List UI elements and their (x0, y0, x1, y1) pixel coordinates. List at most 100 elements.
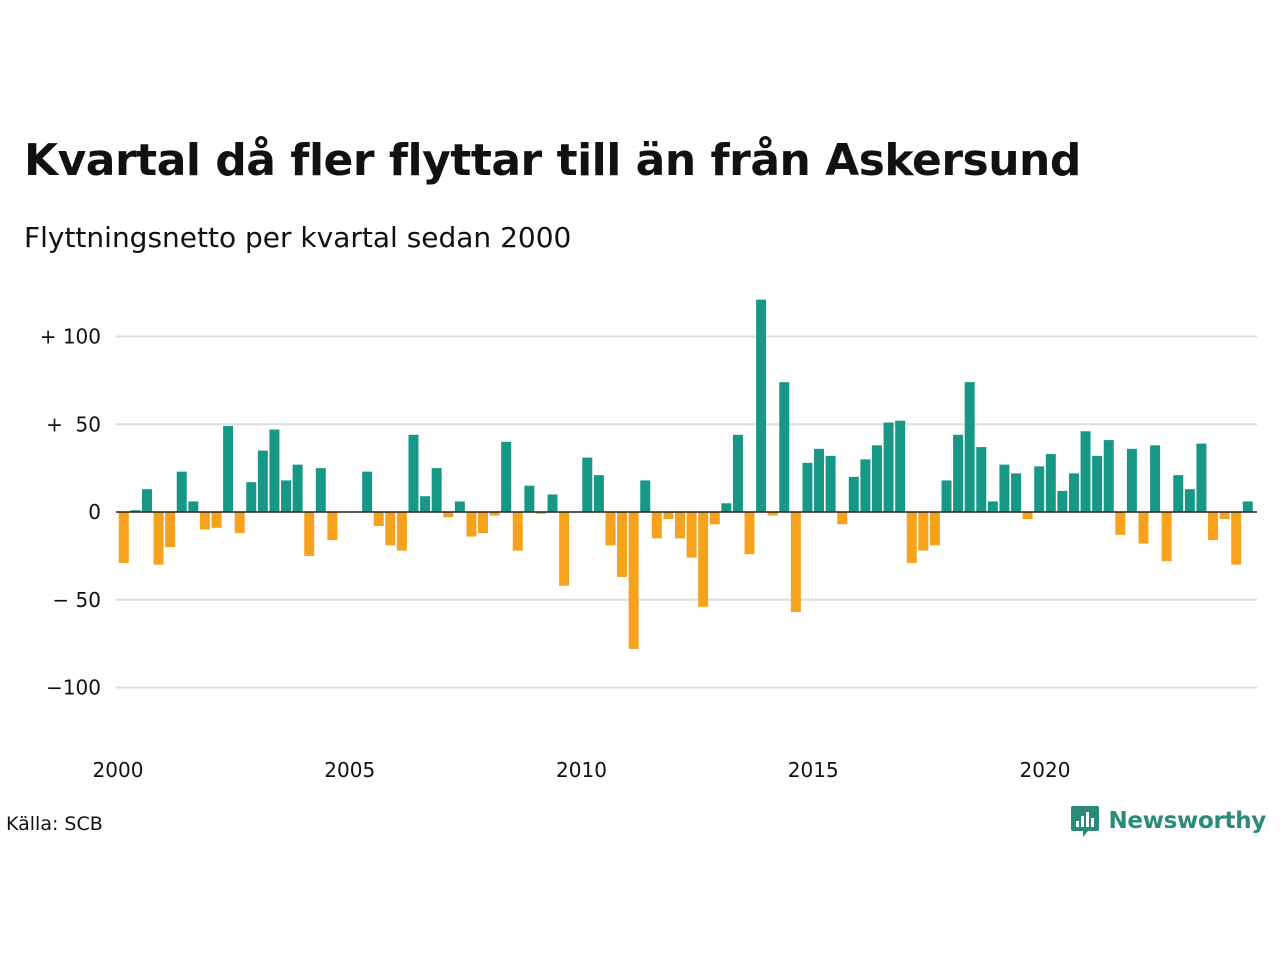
bar-2009Q1 (535, 512, 546, 514)
bar-2000Q1 (118, 512, 129, 563)
bar-2000Q2 (130, 510, 141, 512)
bar-2007Q4 (478, 512, 488, 534)
bar-2002Q3 (234, 512, 245, 534)
bar-2020Q1 (1045, 454, 1056, 512)
y-tick-label: 0 (88, 500, 101, 524)
bar-2006Q1 (396, 512, 407, 551)
bar-2014Q2 (779, 382, 790, 512)
bar-2008Q1 (489, 512, 500, 516)
bar-2012Q2 (686, 512, 697, 558)
bar-2001Q2 (176, 471, 187, 512)
bar-2013Q2 (732, 434, 743, 512)
bar-2016Q2 (871, 445, 882, 512)
bar-2007Q3 (466, 512, 477, 537)
bar-2003Q4 (292, 464, 303, 512)
bar-2004Q2 (315, 468, 326, 513)
bar-2021Q4 (1126, 448, 1137, 512)
bar-chart: + 100 + 50 0 − 50 −100 2000 2005 2010 2015 2020 (40, 299, 1257, 782)
bar-2002Q4 (246, 482, 257, 512)
bar-2018Q2 (964, 382, 975, 512)
x-tick-label: 2000 (93, 758, 144, 782)
bar-2014Q4 (802, 462, 813, 512)
bar-2011Q2 (640, 480, 651, 512)
x-axis-labels: 2000 2005 2010 2015 2020 (93, 758, 1071, 782)
bar-2015Q4 (848, 476, 859, 512)
bar-2019Q1 (999, 464, 1010, 512)
bar-2008Q3 (512, 512, 523, 551)
bar-2010Q3 (605, 512, 616, 546)
x-tick-label: 2015 (788, 758, 839, 782)
bar-2017Q4 (941, 480, 952, 512)
bar-2010Q2 (593, 475, 604, 512)
bar-2001Q3 (188, 501, 199, 512)
bar-2022Q2 (1150, 445, 1161, 512)
bar-2015Q3 (837, 512, 848, 525)
bar-2020Q2 (1057, 490, 1068, 512)
bar-2012Q1 (675, 512, 685, 539)
bar-2003Q3 (281, 480, 292, 512)
y-tick-label: − 50 (52, 588, 101, 612)
y-tick-label: + 100 (40, 325, 101, 349)
bar-2019Q4 (1034, 466, 1045, 512)
chart-title: Kvartal då fler flyttar till än från Ask… (24, 135, 1081, 186)
brand-name: Newsworthy (1108, 808, 1266, 834)
bar-2016Q1 (860, 459, 871, 512)
bar-2022Q1 (1138, 512, 1149, 544)
bar-2018Q1 (953, 434, 964, 512)
bar-2001Q4 (199, 512, 210, 530)
bar-2015Q1 (814, 448, 825, 512)
chart-subtitle: Flyttningsnetto per kvartal sedan 2000 (24, 221, 572, 254)
bar-2003Q2 (269, 429, 280, 512)
bars (118, 299, 1253, 649)
bar-2019Q3 (1022, 512, 1033, 520)
newsworthy-logo-icon (1071, 806, 1100, 837)
bar-2015Q2 (825, 455, 836, 512)
y-tick-label: −100 (46, 676, 101, 700)
bar-2011Q1 (628, 512, 639, 649)
bar-2017Q2 (918, 512, 929, 551)
bar-2023Q2 (1196, 443, 1207, 512)
bar-2011Q3 (651, 512, 662, 539)
bar-2000Q3 (141, 489, 152, 512)
source-note: Källa: SCB (6, 813, 103, 835)
bar-2005Q2 (362, 471, 373, 512)
bar-2021Q2 (1103, 440, 1114, 512)
gridlines (116, 335, 1257, 689)
bar-2006Q3 (420, 496, 431, 512)
bar-2013Q4 (756, 299, 767, 512)
bar-2021Q3 (1115, 512, 1126, 535)
bar-2013Q1 (721, 503, 732, 512)
x-tick-label: 2005 (324, 758, 375, 782)
bar-2003Q1 (257, 450, 268, 512)
bar-2012Q3 (698, 512, 709, 607)
bar-2007Q1 (443, 512, 454, 518)
bar-2005Q3 (373, 512, 384, 527)
x-tick-label: 2020 (1020, 758, 1071, 782)
bar-2016Q4 (895, 420, 906, 512)
bar-2018Q3 (976, 447, 987, 512)
bar-2022Q4 (1173, 475, 1184, 512)
bar-2018Q4 (987, 501, 998, 512)
bar-2023Q1 (1184, 489, 1195, 512)
bar-2004Q1 (304, 512, 315, 556)
y-tick-label: + 50 (46, 412, 101, 436)
newsworthy-logo[interactable]: Newsworthy (1070, 804, 1266, 838)
bar-2010Q4 (617, 512, 628, 577)
bar-2023Q4 (1219, 512, 1230, 520)
y-axis-labels: + 100 + 50 0 − 50 −100 (40, 325, 101, 700)
bar-2020Q4 (1080, 431, 1091, 512)
bar-2017Q3 (929, 512, 940, 546)
bar-2008Q4 (524, 485, 535, 512)
bar-2001Q1 (165, 512, 176, 548)
bar-2000Q4 (153, 512, 164, 565)
bar-2013Q3 (744, 512, 755, 555)
bar-2016Q3 (883, 422, 894, 512)
bar-2024Q1 (1231, 512, 1242, 565)
bar-2002Q2 (223, 426, 234, 512)
bar-2020Q3 (1068, 473, 1079, 512)
bar-2002Q1 (211, 512, 222, 528)
bar-2017Q1 (906, 512, 917, 563)
bar-2007Q2 (454, 501, 465, 512)
bar-2009Q2 (547, 494, 558, 512)
bar-2012Q4 (709, 512, 720, 525)
